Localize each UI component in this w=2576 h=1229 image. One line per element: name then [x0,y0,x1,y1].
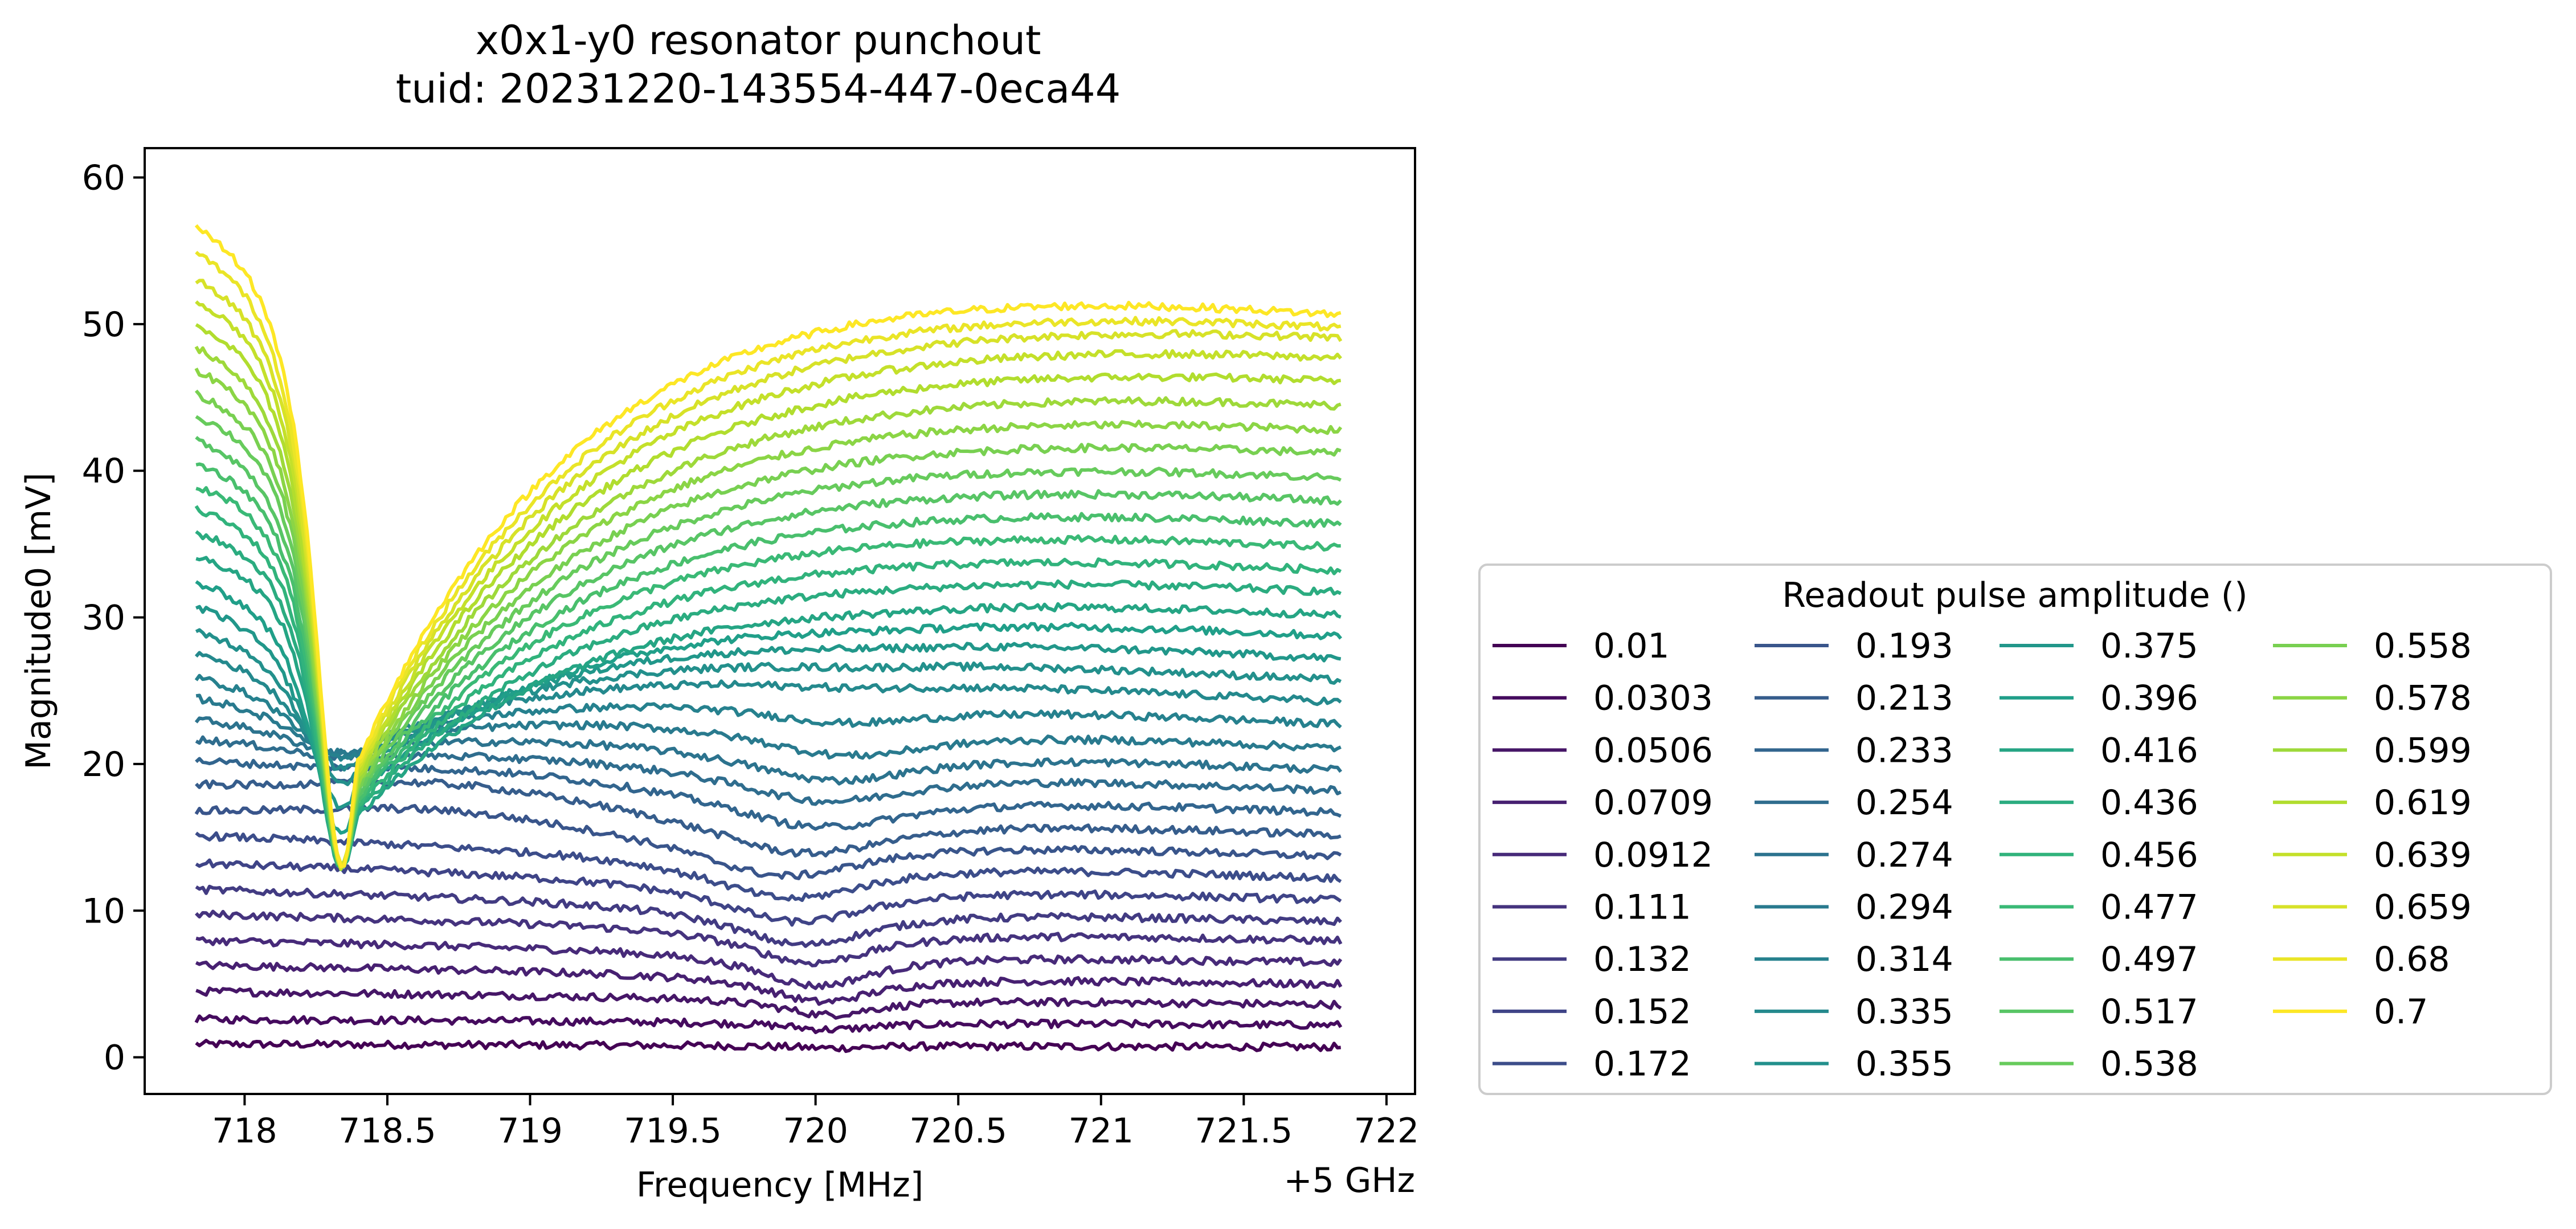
y-tick-label: 50 [82,305,125,345]
series-line-0.517 [195,436,1342,868]
y-axis-label: Magnitude0 [mV] [19,472,59,769]
x-tick-label: 721.5 [1195,1111,1293,1151]
legend-label: 0.436 [2100,783,2198,823]
series-line-0.0303 [194,1014,1343,1034]
x-axis-label: Frequency [MHz] [636,1165,923,1205]
series-line-0.0506 [195,986,1342,1020]
x-tick-label: 721 [1068,1111,1134,1151]
legend-label: 0.0506 [1593,730,1713,770]
legend-label: 0.294 [1855,888,1953,928]
x-tick-label: 720.5 [909,1111,1007,1151]
y-tick-label: 0 [104,1038,125,1078]
legend-label: 0.172 [1593,1044,1691,1084]
legend-label: 0.599 [2374,730,2472,770]
series-line-0.538 [195,415,1342,867]
series-line-0.639 [195,300,1343,871]
series-line-0.578 [194,368,1343,871]
series-line-0.416 [195,556,1342,869]
legend-label: 0.233 [1855,730,1953,770]
series-line-0.0709 [195,961,1343,1006]
legend-label: 0.416 [2100,730,2198,770]
series-line-0.0912 [195,936,1343,990]
legend-label: 0.213 [1855,679,1953,718]
y-tick-label: 60 [82,158,125,198]
legend-label: 0.355 [1855,1044,1953,1084]
series-line-0.599 [194,345,1342,871]
series-line-0.68 [195,251,1342,867]
legend-label: 0.193 [1855,626,1953,666]
series-line-0.132 [195,884,1342,948]
legend-label: 0.132 [1593,940,1691,979]
legend-label: 0.0709 [1593,783,1713,823]
series-line-0.213 [195,777,1342,858]
legend-label: 0.477 [2100,888,2198,928]
x-axis-ticks: 718 718.5 719 719.5 720 720.5 721 721.5 722 [212,1094,1419,1151]
legend-label: 0.68 [2374,940,2450,979]
x-tick-label: 719 [497,1111,563,1151]
y-tick-label: 40 [82,451,125,491]
series-line-0.172 [195,831,1342,903]
legend-label: 0.497 [2100,940,2198,979]
series-line-0.7 [194,224,1342,869]
legend-label: 0.335 [1855,992,1953,1032]
series-line-0.193 [194,803,1342,880]
legend-label: 0.111 [1593,888,1691,928]
series-line-0.436 [195,530,1342,867]
legend-label: 0.152 [1593,992,1691,1032]
legend-label: 0.0303 [1593,679,1713,718]
series-line-0.619 [195,323,1342,870]
x-tick-label: 718.5 [338,1111,436,1151]
series-line-0.152 [195,858,1342,927]
legend-label: 0.558 [2374,626,2472,666]
y-axis-ticks: 0 10 20 30 40 50 60 [82,158,145,1078]
legend-entries: 0.01 0.0303 0.0506 0.0709 0.0912 0.111 0.132 0.… [1493,626,2472,1084]
legend-label: 0.01 [1593,626,1670,666]
y-tick-label: 20 [82,745,125,785]
legend-label: 0.254 [1855,783,1953,823]
chart-title: x0x1-y0 resonator punchout tuid: 2023122… [396,17,1121,112]
legend-label: 0.0912 [1593,835,1713,875]
x-tick-label: 718 [212,1111,277,1151]
legend-label: 0.396 [2100,679,2198,718]
series-line-0.375 [195,605,1342,810]
x-tick-label: 720 [783,1111,848,1151]
series-line-0.111 [195,909,1343,967]
series-line-0.558 [194,389,1342,871]
chart-title-line-1: x0x1-y0 resonator punchout [476,17,1041,64]
legend-label: 0.375 [2100,626,2198,666]
legend-label: 0.517 [2100,992,2198,1032]
y-tick-label: 10 [82,891,125,931]
y-tick-label: 30 [82,598,125,638]
x-axis-offset-label: +5 GHz [1283,1161,1415,1201]
series-line-0.477 [195,486,1341,867]
legend-label: 0.7 [2374,992,2428,1032]
series-line-0.456 [194,505,1342,869]
series-line-0.659 [195,279,1343,868]
series-layer [194,224,1343,1054]
plot-frame [144,147,1416,1095]
legend-label: 0.659 [2374,888,2472,928]
chart-title-line-2: tuid: 20231220-143554-447-0eca44 [396,66,1121,112]
legend-label: 0.274 [1855,835,1953,875]
series-line-0.497 [195,462,1342,868]
x-tick-label: 722 [1354,1111,1420,1151]
series-line-0.01 [195,1039,1341,1054]
legend-title: Readout pulse amplitude () [1782,575,2247,615]
legend: Readout pulse amplitude () 0.010.03030.0… [1478,564,2552,1095]
legend-label: 0.578 [2374,679,2472,718]
legend-label: 0.314 [1855,940,1953,979]
legend-label: 0.639 [2374,835,2472,875]
legend-label: 0.456 [2100,835,2198,875]
legend-label: 0.538 [2100,1044,2198,1084]
x-tick-label: 719.5 [624,1111,722,1151]
legend-label: 0.619 [2374,783,2472,823]
series-line-0.396 [195,580,1343,835]
